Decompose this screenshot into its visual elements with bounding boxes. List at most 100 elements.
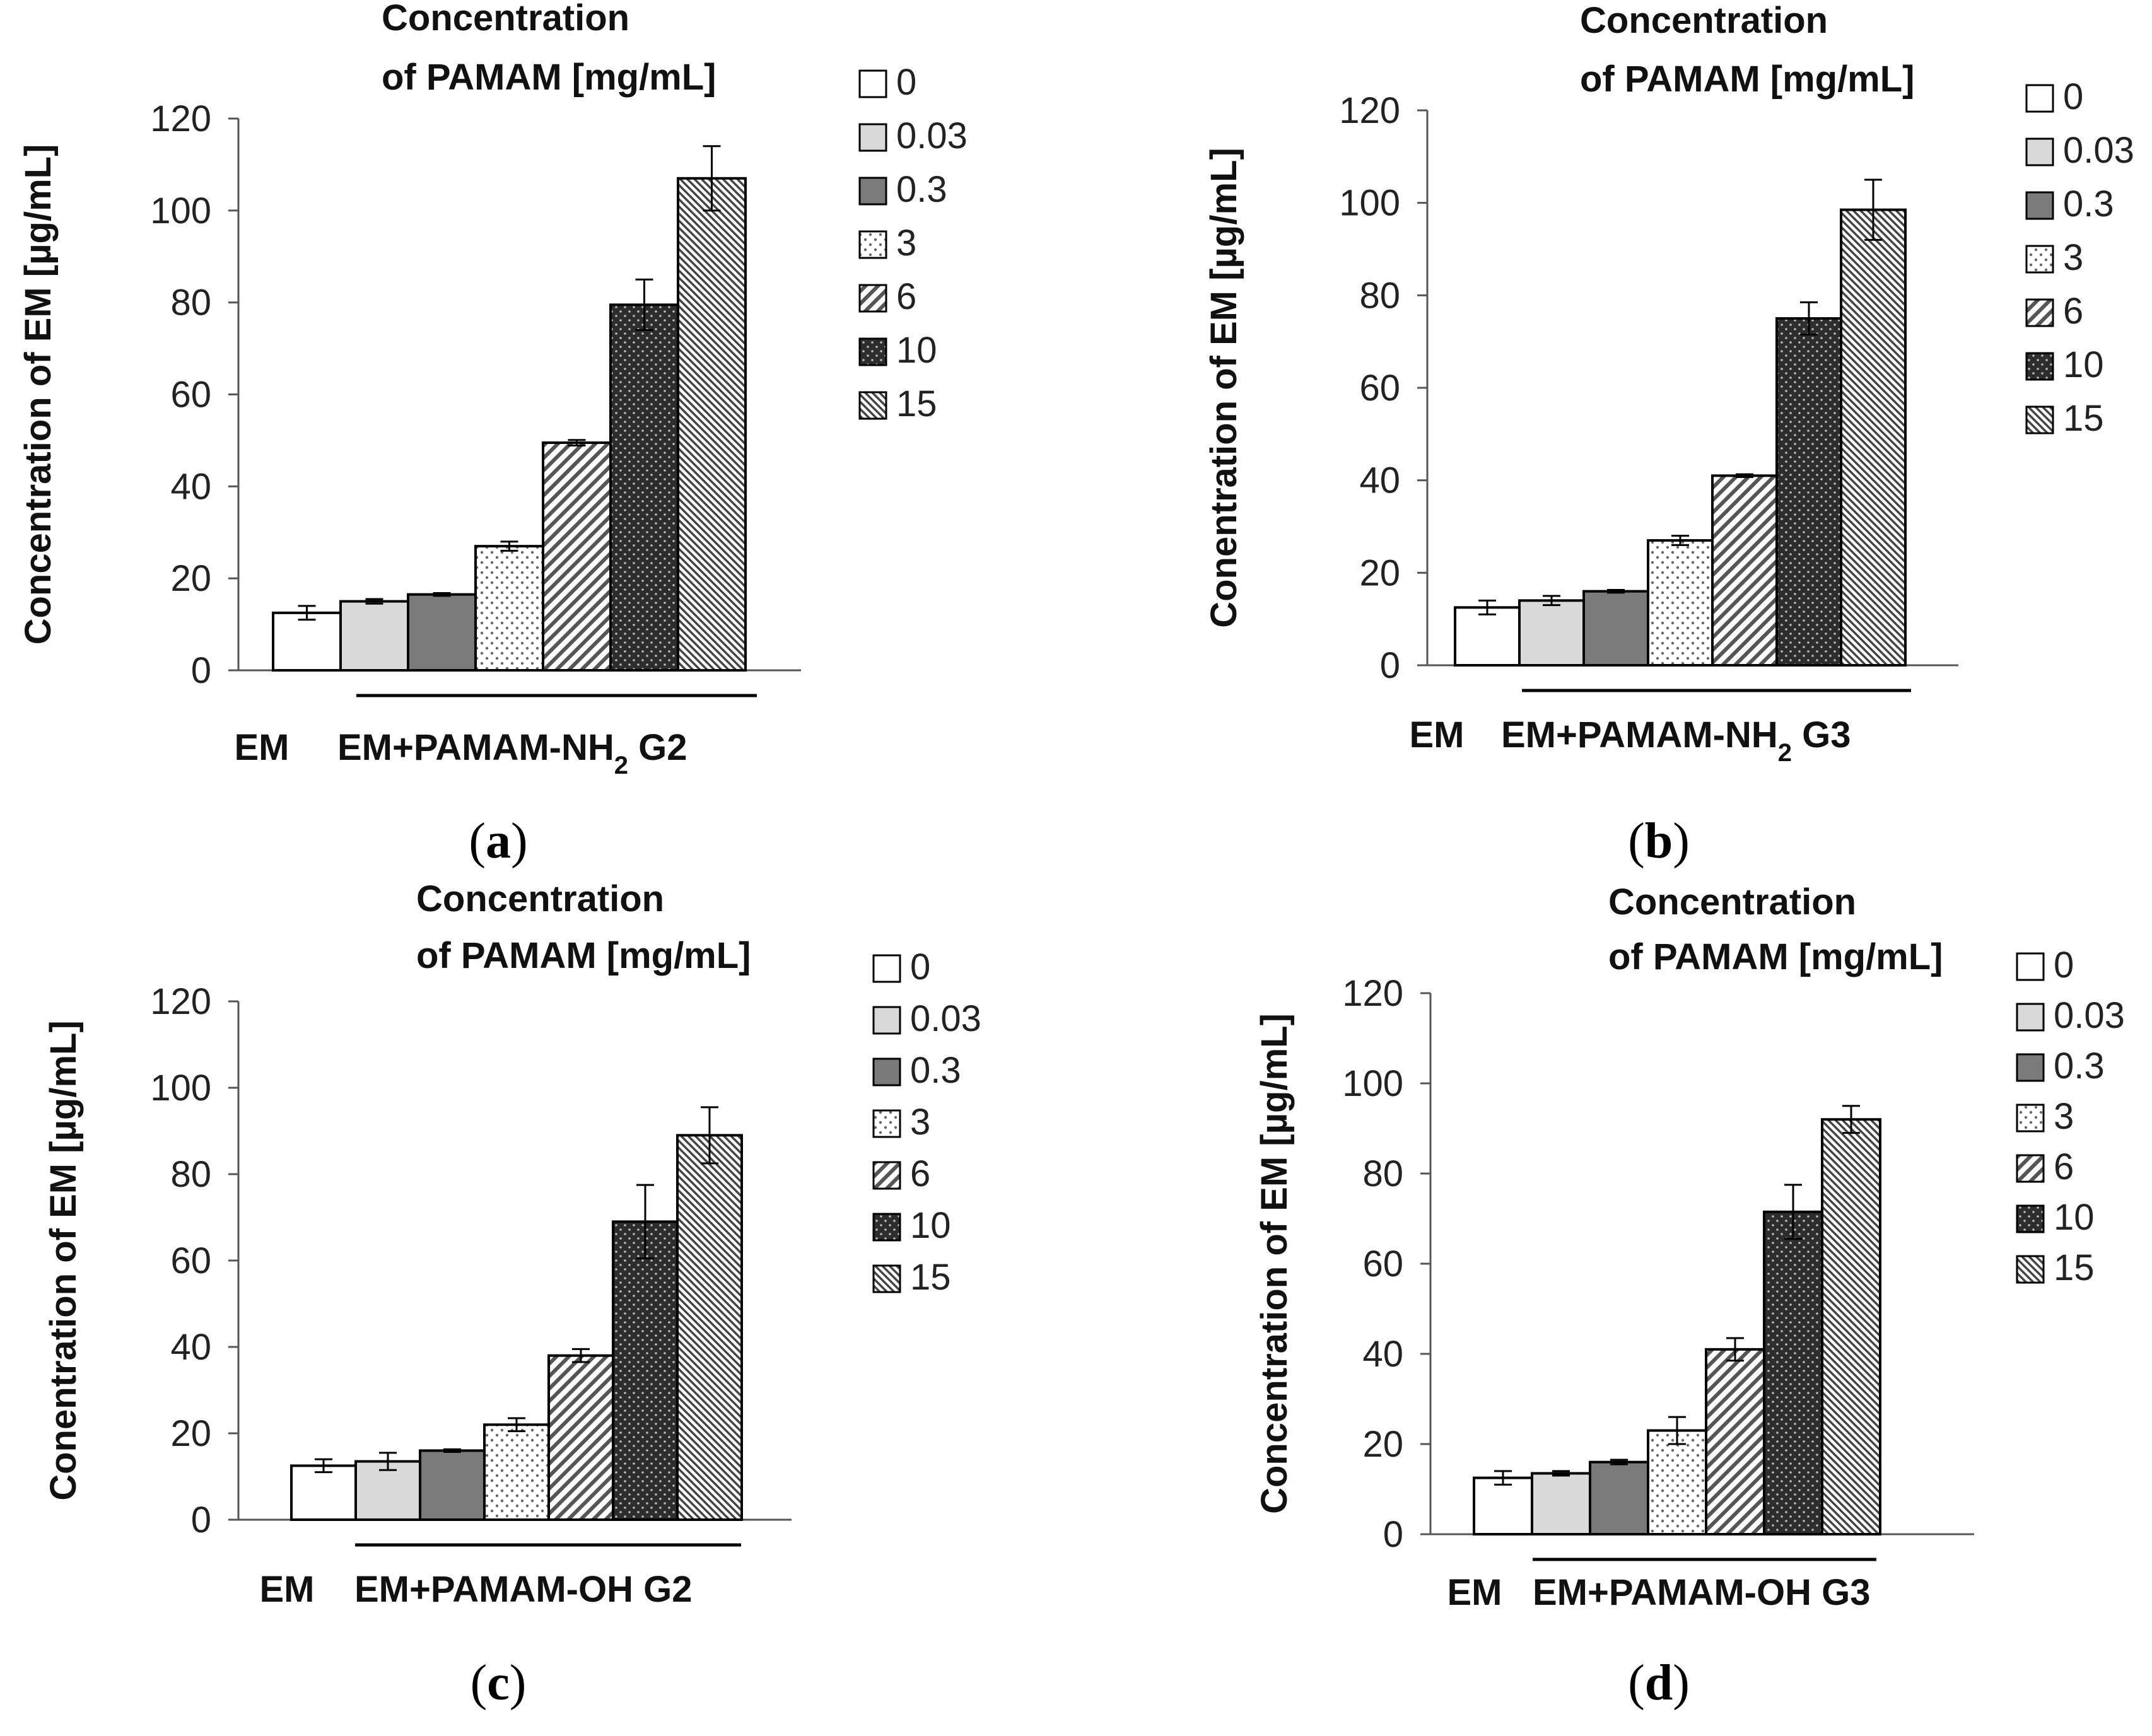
y-tick-label: 0 bbox=[1380, 645, 1400, 686]
legend-item-0.3: 0.3 bbox=[872, 1050, 961, 1091]
panel-label: (d) bbox=[1628, 1655, 1690, 1711]
legend-title-line1: Concentration bbox=[382, 0, 629, 38]
legend-swatch bbox=[2016, 1204, 2045, 1233]
legend-swatch bbox=[872, 1109, 901, 1138]
y-tick-label: 100 bbox=[150, 190, 211, 231]
legend-item-6: 6 bbox=[2016, 1146, 2074, 1187]
legend-item-15: 15 bbox=[2016, 1247, 2095, 1288]
category-label-main: EM+PAMAM-NH bbox=[337, 727, 614, 768]
category-label-main: EM+PAMAM-OH G3 bbox=[1533, 1572, 1870, 1613]
legend-label: 3 bbox=[2063, 237, 2083, 278]
legend-label: 0.3 bbox=[910, 1050, 961, 1091]
legend-label: 0.03 bbox=[2063, 130, 2134, 171]
panel-label: (c) bbox=[471, 1655, 527, 1711]
panel-label-letter: a bbox=[486, 813, 511, 869]
bar-15 bbox=[676, 1134, 743, 1521]
panel-label-open: ( bbox=[1628, 813, 1645, 869]
category-label-pamam: EM+PAMAM-NH2 G2 bbox=[337, 727, 687, 779]
legend-item-10: 10 bbox=[2016, 1197, 2095, 1238]
legend-swatch bbox=[2016, 1255, 2045, 1284]
legend-title-line1: Concentration bbox=[1580, 0, 1828, 41]
legend-title-line2: of PAMAM [mg/mL] bbox=[382, 57, 716, 98]
legend-swatch bbox=[2025, 405, 2054, 434]
bar-0 bbox=[1473, 1476, 1533, 1535]
y-tick-label: 60 bbox=[1362, 1244, 1403, 1285]
y-tick-label: 100 bbox=[1342, 1063, 1403, 1104]
panel-label-open: ( bbox=[1628, 1655, 1645, 1711]
legend-swatch bbox=[872, 1057, 901, 1086]
bar-0.3 bbox=[419, 1449, 486, 1521]
legend-label: 0 bbox=[896, 62, 916, 103]
bar-0.3 bbox=[1582, 590, 1649, 667]
y-tick-label: 80 bbox=[1362, 1153, 1403, 1194]
bar-0.03 bbox=[1531, 1472, 1591, 1536]
legend-item-0.03: 0.03 bbox=[858, 115, 968, 156]
legend-item-0: 0 bbox=[2016, 945, 2074, 986]
bar-0.3 bbox=[1589, 1460, 1649, 1536]
y-tick-label: 120 bbox=[1342, 973, 1403, 1014]
legend-swatch bbox=[2016, 952, 2045, 981]
y-tick-label: 40 bbox=[170, 466, 211, 507]
legend-item-0.03: 0.03 bbox=[872, 998, 981, 1039]
bar-3 bbox=[483, 1423, 550, 1522]
category-label-subscript: 2 bbox=[1778, 739, 1792, 767]
y-axis-title: Conentration of EM [µg/mL] bbox=[1203, 148, 1244, 628]
y-axis-title: Concentration of EM [µg/mL] bbox=[1254, 1013, 1295, 1514]
y-tick-label: 20 bbox=[1362, 1424, 1403, 1465]
legend-label: 15 bbox=[2054, 1247, 2095, 1288]
legend-item-0: 0 bbox=[2025, 76, 2083, 117]
legend-item-3: 3 bbox=[2025, 237, 2083, 278]
legend-swatch bbox=[2025, 245, 2054, 274]
panel-label-close: ) bbox=[511, 813, 528, 869]
category-label-em: EM bbox=[1447, 1572, 1502, 1613]
legend-item-0.03: 0.03 bbox=[2025, 130, 2134, 171]
legend-label: 0 bbox=[2054, 945, 2074, 986]
legend-swatch bbox=[858, 177, 887, 206]
y-tick-label: 40 bbox=[1359, 460, 1400, 501]
legend-label: 0.03 bbox=[910, 998, 981, 1039]
legend-swatch bbox=[872, 1006, 901, 1035]
panel-label-close: ) bbox=[1673, 813, 1690, 869]
legend-label: 0.03 bbox=[2054, 995, 2125, 1036]
legend-label: 15 bbox=[896, 383, 937, 424]
legend-swatch bbox=[2016, 1053, 2045, 1082]
legend-title-line2: of PAMAM [mg/mL] bbox=[1580, 59, 1915, 100]
legend-item-10: 10 bbox=[858, 330, 937, 371]
legend-title-line2: of PAMAM [mg/mL] bbox=[1608, 936, 1943, 977]
panel-label: (a) bbox=[469, 813, 527, 869]
category-label-em: EM bbox=[260, 1569, 315, 1610]
bar-6 bbox=[542, 441, 612, 672]
legend-swatch bbox=[858, 123, 887, 152]
legend-label: 15 bbox=[2063, 398, 2104, 439]
legend-item-10: 10 bbox=[2025, 344, 2104, 385]
panel-label-close: ) bbox=[510, 1655, 527, 1711]
category-label-pamam: EM+PAMAM-OH G2 bbox=[354, 1569, 692, 1610]
legend-item-3: 3 bbox=[872, 1102, 930, 1143]
legend-item-0.03: 0.03 bbox=[2016, 995, 2125, 1036]
bar-10 bbox=[1775, 317, 1842, 667]
legend-swatch bbox=[872, 1213, 901, 1242]
y-tick-label: 100 bbox=[1339, 183, 1400, 224]
legend-label: 0 bbox=[910, 947, 930, 987]
y-tick-label: 40 bbox=[170, 1327, 211, 1368]
legend-label: 10 bbox=[2054, 1197, 2095, 1238]
legend-swatch bbox=[858, 337, 887, 366]
bar-0 bbox=[272, 611, 342, 672]
legend-swatch bbox=[2025, 84, 2054, 113]
legend-item-15: 15 bbox=[858, 383, 937, 424]
panel-label-open: ( bbox=[471, 1655, 488, 1711]
category-label-suffix: G3 bbox=[1792, 714, 1851, 755]
bar-10 bbox=[609, 303, 679, 672]
category-label-suffix: G2 bbox=[628, 727, 687, 768]
bar-0 bbox=[1454, 606, 1521, 667]
legend-swatch bbox=[2016, 1154, 2045, 1183]
legend-label: 10 bbox=[896, 330, 937, 371]
legend-label: 6 bbox=[910, 1153, 930, 1194]
legend-item-0.3: 0.3 bbox=[2025, 184, 2114, 224]
category-label-pamam: EM+PAMAM-OH G3 bbox=[1533, 1572, 1870, 1613]
y-tick-label: 40 bbox=[1362, 1334, 1403, 1375]
legend-swatch bbox=[2025, 298, 2054, 327]
bar-6 bbox=[1705, 1348, 1765, 1536]
